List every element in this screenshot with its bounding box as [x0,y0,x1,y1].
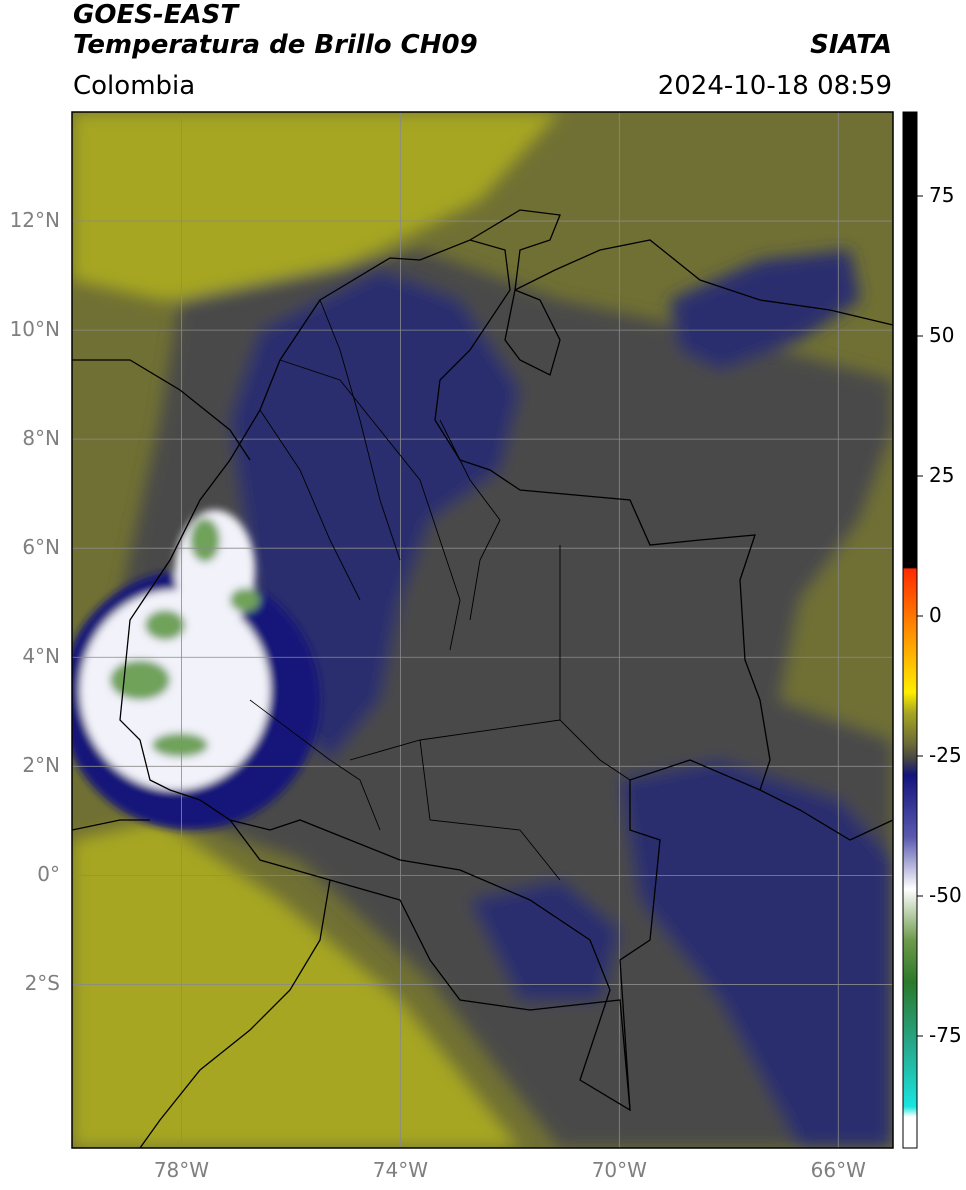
colorbar-tick-label: 75 [929,183,955,207]
graticule [72,112,893,1148]
lon-tick-label: 70°W [591,1158,647,1182]
colorbar-tick-marks [917,195,923,1037]
timestamp-label: 2024-10-18 08:59 [657,71,892,101]
colombia-border [119,239,771,1112]
borders [72,209,893,1148]
colorbar-tick-label: 0 [929,603,942,627]
coldest-top-5 [152,733,208,757]
coldest-top-1 [110,660,170,700]
title-line2: Temperatura de Brillo CH09 [73,30,478,60]
colorbar-tick-label: 50 [929,323,955,347]
lon-tick-label: 66°W [810,1158,866,1182]
lat-tick-label: 0° [37,862,60,887]
lat-tick-label: 10°N [9,317,60,342]
ecuador-peru-border [229,819,631,1111]
colorbar-tick-label: -75 [929,1023,962,1047]
lat-tick-label: 4°N [22,644,60,669]
lon-tick-label: 78°W [153,1158,210,1182]
agency-label: SIATA [810,30,892,60]
blue-cloud-south [470,880,620,1000]
blue-cloud-east [620,760,893,1148]
map-frame [71,111,894,1149]
coldest-top-2 [145,610,185,640]
colorbar-tick-label: -25 [929,743,962,767]
panama-coast [72,359,251,461]
title-line1: GOES-EAST [73,0,239,30]
colorbar-tick-label: 25 [929,463,955,487]
brazil-border [759,789,893,841]
pacific-coast [72,819,331,1148]
lat-tick-label: 2°S [24,971,60,996]
lon-tick-label: 74°W [372,1158,428,1182]
colorbar [902,111,918,1149]
internal-divisions [249,299,631,881]
coldest-top-3 [190,518,220,562]
region-label: Colombia [73,71,196,101]
yellow-band-east [780,430,893,740]
olive-band-north [72,112,560,300]
lat-tick-label: 2°N [22,753,60,778]
lat-tick-label: 6°N [22,535,60,560]
colorbar-tick-label: -50 [929,883,962,907]
coldest-top-4 [230,588,260,612]
yellow-band-southwest [72,820,520,1148]
lat-tick-label: 12°N [9,208,60,233]
lake-maracaibo [504,289,561,376]
lat-tick-label: 8°N [22,426,60,451]
brightness-temperature-field [72,112,893,1148]
blue-cloud-caribbean [670,250,860,370]
venezuela-border [469,209,893,326]
